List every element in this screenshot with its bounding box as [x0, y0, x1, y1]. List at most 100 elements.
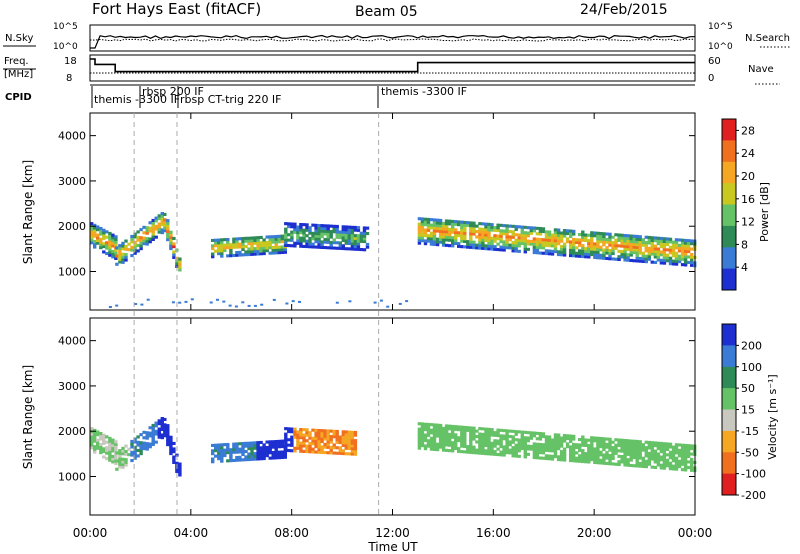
velocity-cell	[423, 439, 428, 443]
velocity-cell	[484, 427, 488, 431]
power-cell	[520, 228, 524, 232]
velocity-cell	[166, 424, 170, 428]
power-cell	[259, 235, 263, 239]
velocity-cell	[478, 435, 482, 439]
power-cell	[102, 234, 106, 238]
power-cell	[626, 245, 630, 249]
velocity-cell	[350, 436, 355, 440]
power-cell	[226, 238, 230, 242]
colorbar-swatch	[722, 247, 736, 269]
power-cell	[426, 217, 431, 221]
colorbar-tick-label: -15	[741, 425, 759, 438]
velocity-cell	[169, 446, 173, 450]
power-cell	[347, 233, 351, 237]
power-cell	[441, 243, 446, 247]
power-cell	[523, 242, 527, 246]
velocity-cell	[329, 437, 333, 441]
velocity-cell	[520, 438, 524, 442]
power-cell	[680, 244, 685, 248]
power-cell	[429, 234, 434, 238]
power-cell	[511, 243, 515, 247]
power-cell	[302, 236, 306, 240]
power-cell	[644, 241, 648, 245]
velocity-cell	[487, 438, 491, 442]
velocity-cell	[438, 434, 443, 438]
velocity-cell	[611, 446, 615, 450]
power-cell	[451, 244, 455, 248]
velocity-cell	[454, 425, 458, 429]
power-cell	[441, 235, 446, 239]
power-cell	[478, 235, 482, 239]
velocity-cell	[653, 452, 658, 456]
velocity-cell	[487, 436, 491, 440]
power-cell	[647, 257, 651, 261]
power-cell	[102, 231, 106, 235]
power-cell	[680, 252, 685, 256]
velocity-cell	[172, 450, 176, 454]
velocity-cell	[163, 426, 167, 430]
velocity-cell	[259, 451, 263, 455]
velocity-cell	[644, 465, 648, 469]
power-cell	[280, 237, 284, 241]
velocity-cell	[505, 440, 509, 444]
velocity-cell	[118, 449, 122, 453]
velocity-cell	[514, 432, 518, 436]
power-cell	[211, 252, 215, 256]
station-title: Fort Hays East (fitACF)	[92, 0, 261, 18]
colorbar-swatch	[722, 204, 736, 227]
velocity-cell	[105, 446, 109, 450]
velocity-cell	[529, 447, 533, 451]
power-cell	[308, 242, 312, 246]
velocity-cell	[641, 462, 645, 466]
power-cell	[235, 251, 239, 255]
velocity-cell	[444, 424, 449, 428]
power-cell	[690, 255, 694, 259]
velocity-cell	[429, 428, 434, 432]
velocity-cell	[347, 433, 351, 437]
velocity-cell	[665, 453, 670, 457]
power-cell	[299, 244, 303, 248]
power-cell	[283, 250, 287, 254]
velocity-cell	[102, 447, 106, 451]
velocity-cell	[605, 453, 609, 457]
power-cell	[484, 222, 488, 226]
power-cell	[420, 236, 425, 240]
velocity-cell	[121, 463, 125, 467]
power-cell	[317, 226, 321, 230]
power-cell	[420, 228, 425, 232]
power-cell	[157, 214, 161, 218]
velocity-cell	[290, 441, 294, 445]
power-cell	[405, 300, 409, 303]
power-cell	[426, 234, 431, 238]
power-cell	[314, 240, 318, 244]
power-cell	[435, 218, 440, 222]
power-cell	[671, 243, 676, 247]
velocity-cell	[677, 459, 682, 463]
power-cell	[444, 227, 449, 231]
power-cell	[478, 233, 482, 237]
power-cell	[166, 227, 170, 231]
power-cell	[305, 223, 309, 227]
velocity-cell	[290, 435, 294, 439]
velocity-cell	[538, 434, 543, 438]
power-cell	[311, 242, 315, 246]
power-cell	[529, 226, 533, 230]
power-cell	[556, 236, 561, 240]
power-cell	[608, 243, 612, 247]
power-cell	[653, 255, 658, 259]
velocity-cell	[136, 435, 140, 439]
power-cell	[650, 236, 654, 240]
velocity-cell	[647, 440, 651, 444]
velocity-cell	[547, 435, 552, 439]
power-cell	[329, 240, 333, 244]
power-cell	[444, 233, 449, 237]
power-cell	[668, 251, 673, 255]
velocity-cell	[350, 430, 355, 434]
velocity-cell	[235, 445, 239, 449]
power-cell	[157, 222, 161, 226]
velocity-cell	[305, 433, 309, 437]
power-cell	[163, 229, 167, 233]
velocity-cell	[611, 440, 615, 444]
velocity-cell	[293, 433, 297, 437]
velocity-cell	[432, 447, 437, 451]
